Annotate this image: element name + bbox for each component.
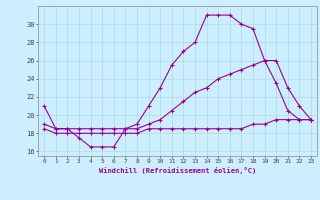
X-axis label: Windchill (Refroidissement éolien,°C): Windchill (Refroidissement éolien,°C)	[99, 167, 256, 174]
